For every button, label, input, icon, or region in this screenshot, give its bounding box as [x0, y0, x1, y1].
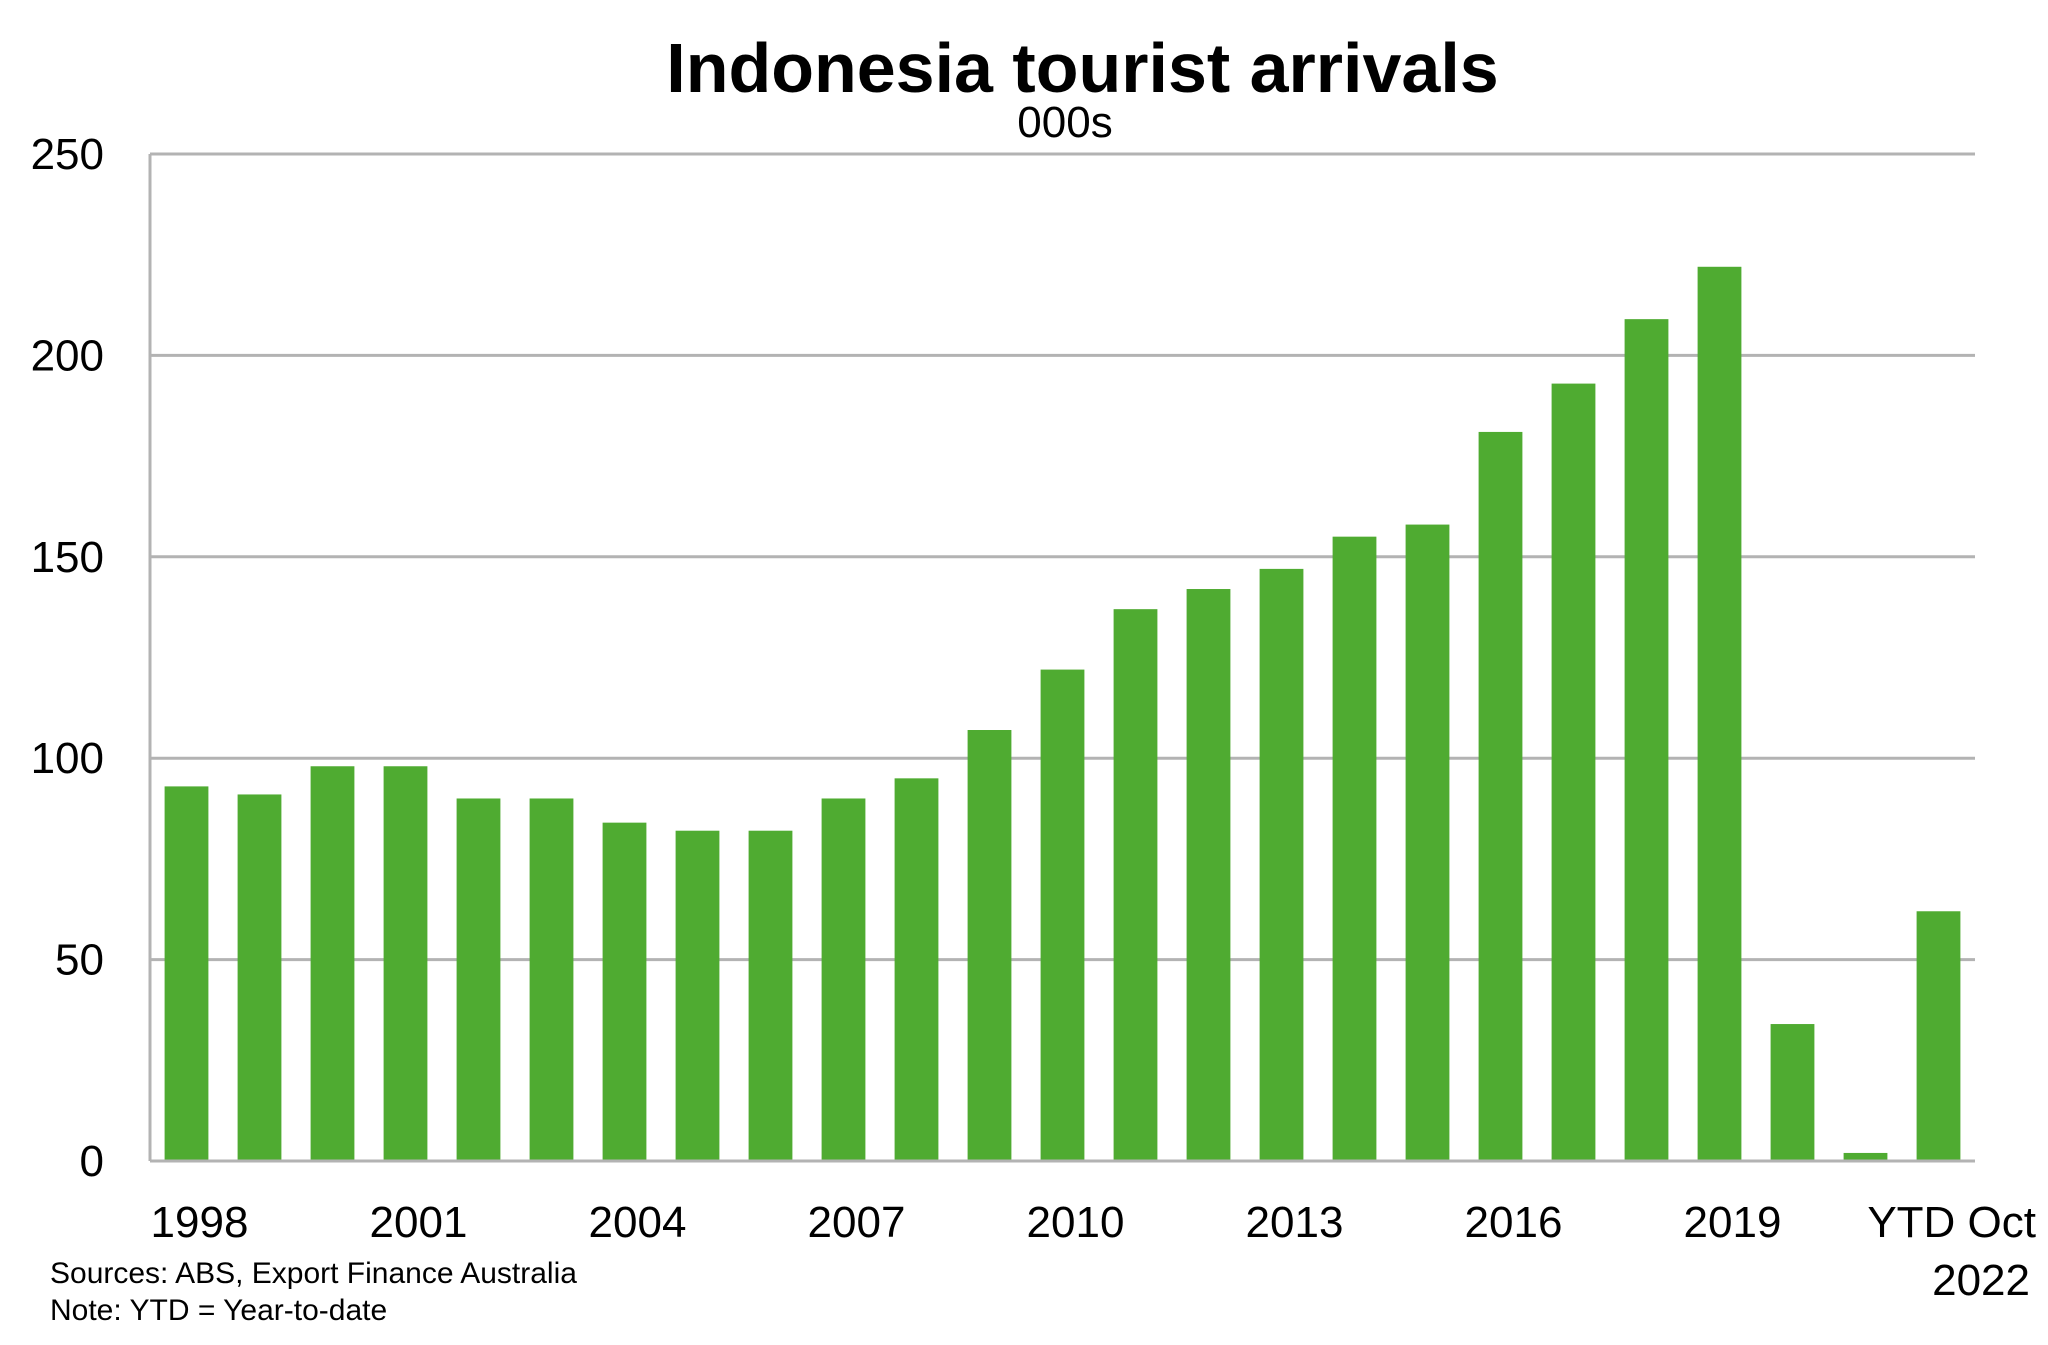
- y-tick-labels: 0 50 100 150 200 250: [31, 130, 104, 1186]
- x-tick-label-2013: 2013: [1246, 1198, 1344, 1247]
- x-tick-label-ytd-oct-2022: YTD Oct 2022: [1867, 1198, 2036, 1305]
- bar-2011: [1113, 609, 1158, 1161]
- x-tick-label-2010: 2010: [1027, 1198, 1125, 1247]
- bar-2001: [383, 766, 428, 1161]
- x-tick-labels: 1998 2001 2004 2007 2010 2013 2016 2019 YTD Oct 2…: [151, 1198, 2036, 1305]
- y-tick-label-0: 0: [80, 1137, 104, 1186]
- bar-2019: [1697, 266, 1742, 1161]
- bar-2017: [1551, 383, 1596, 1161]
- bar-1998: [164, 786, 209, 1161]
- x-tick-label-1998: 1998: [151, 1198, 249, 1247]
- bar-2008: [894, 778, 939, 1161]
- bar-2002: [456, 798, 501, 1161]
- bar-2009: [967, 730, 1012, 1161]
- bar-2006: [748, 830, 793, 1161]
- bar-2018: [1624, 319, 1669, 1161]
- bar-ytd-oct-2022: [1916, 911, 1961, 1161]
- x-tick-label-2019: 2019: [1684, 1198, 1782, 1247]
- bar-2014: [1332, 536, 1377, 1161]
- bar-2010: [1040, 669, 1085, 1161]
- bar-2003: [529, 798, 574, 1161]
- x-tick-label-2004: 2004: [589, 1198, 687, 1247]
- axes: [148, 154, 1975, 1163]
- ytd-note: Note: YTD = Year-to-date: [50, 1294, 388, 1327]
- bar-2021: [1843, 1152, 1888, 1161]
- y-tick-label-150: 150: [31, 533, 104, 582]
- bar-2007: [821, 798, 866, 1161]
- bars: [164, 266, 1961, 1161]
- bar-2000: [310, 766, 355, 1161]
- sources-note: Sources: ABS, Export Finance Australia: [50, 1257, 577, 1290]
- x-tick-label-2016: 2016: [1465, 1198, 1563, 1247]
- bar-2020: [1770, 1024, 1815, 1161]
- y-tick-label-250: 250: [31, 130, 104, 179]
- bar-2012: [1186, 589, 1231, 1161]
- chart-notes: Sources: ABS, Export Finance Australia N…: [50, 1255, 577, 1329]
- y-tick-label-100: 100: [31, 734, 104, 783]
- y-tick-label-200: 200: [31, 331, 104, 380]
- bar-2004: [602, 822, 647, 1161]
- bar-2005: [675, 830, 720, 1161]
- y-tick-label-50: 50: [55, 936, 104, 985]
- bar-2013: [1259, 568, 1304, 1161]
- x-tick-label-2001: 2001: [370, 1198, 468, 1247]
- chart-title: Indonesia tourist arrivals: [666, 29, 1499, 107]
- bar-2015: [1405, 524, 1450, 1161]
- chart-subtitle: 000s: [1017, 98, 1113, 147]
- x-tick-label-2007: 2007: [808, 1198, 906, 1247]
- bar-1999: [237, 794, 282, 1161]
- bar-2016: [1478, 431, 1523, 1161]
